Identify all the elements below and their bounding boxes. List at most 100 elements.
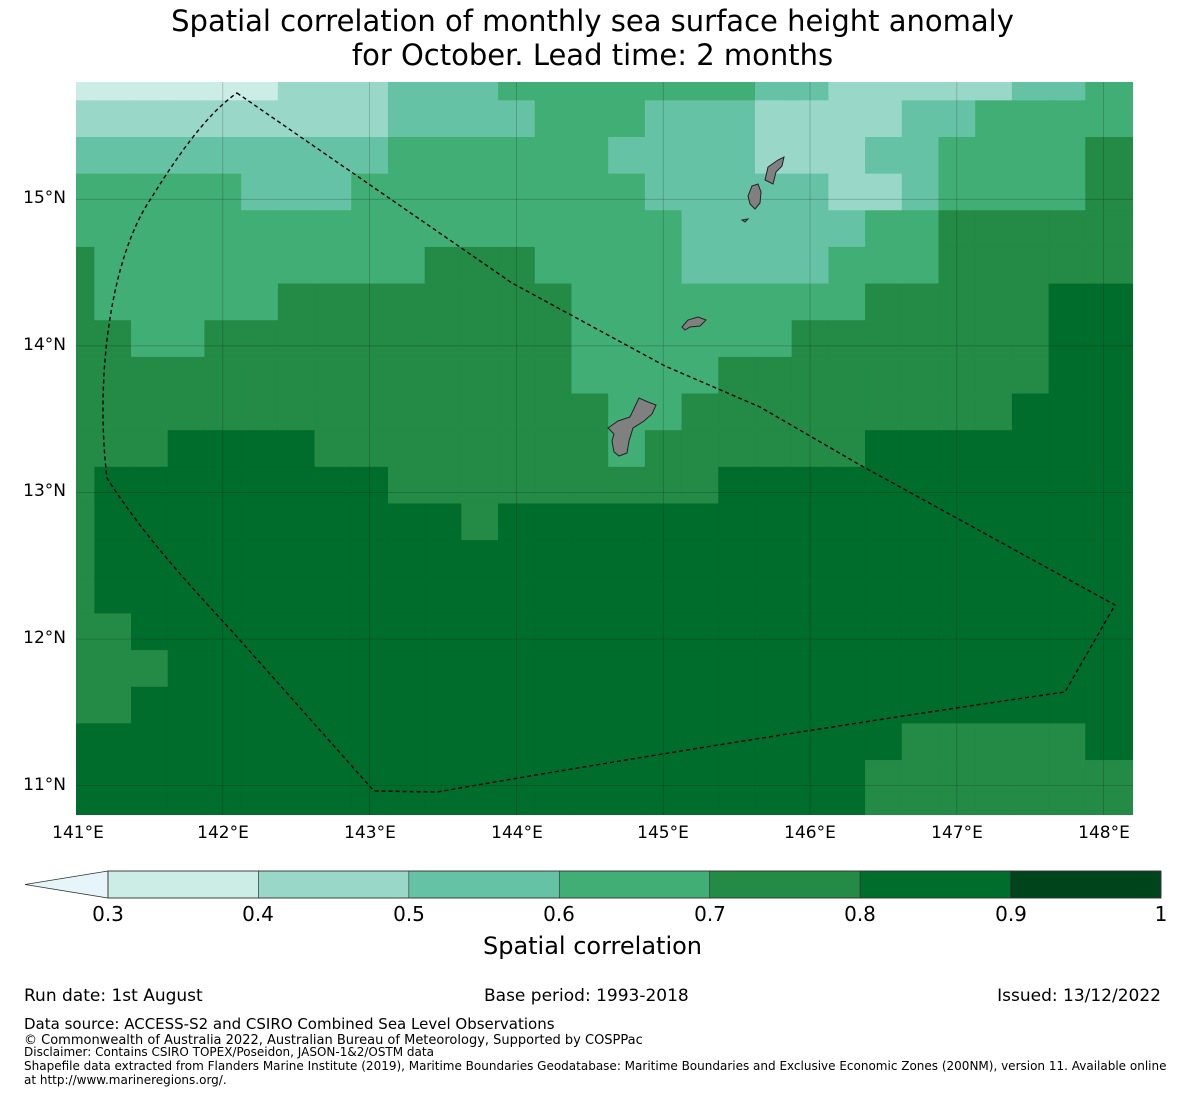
- correlation-cell: [461, 503, 499, 541]
- correlation-cell: [1048, 723, 1086, 761]
- correlation-cell: [1085, 466, 1123, 505]
- correlation-cell: [314, 430, 352, 468]
- correlation-cell: [828, 503, 866, 541]
- correlation-cell: [975, 136, 1013, 175]
- correlation-cell: [608, 82, 646, 101]
- correlation-cell: [1085, 613, 1123, 651]
- correlation-cell: [167, 796, 206, 815]
- correlation-cell: [424, 356, 462, 395]
- colorbar-tick: 0.8: [844, 902, 876, 926]
- correlation-cell: [76, 356, 95, 395]
- correlation-cell: [901, 650, 940, 688]
- correlation-cell: [901, 100, 940, 138]
- correlation-cell: [277, 356, 316, 395]
- correlation-cell: [975, 466, 1013, 505]
- correlation-cell: [498, 576, 536, 615]
- colorbar-swatch: [408, 870, 560, 899]
- correlation-cell: [754, 356, 793, 395]
- correlation-cell: [534, 246, 573, 285]
- correlation-cell: [131, 136, 169, 175]
- correlation-cell: [534, 82, 573, 101]
- correlation-cell: [498, 393, 536, 431]
- correlation-cell: [754, 576, 793, 615]
- correlation-cell: [94, 503, 132, 541]
- correlation-cell: [975, 246, 1013, 285]
- correlation-cell: [1085, 210, 1123, 248]
- correlation-cell: [644, 173, 683, 211]
- correlation-cell: [498, 540, 536, 578]
- correlation-cell: [791, 466, 829, 505]
- lon-label: 142°E: [197, 823, 249, 843]
- correlation-cell: [167, 283, 206, 321]
- correlation-cell: [534, 136, 573, 175]
- colorbar-swatch: [709, 870, 861, 899]
- colorbar-frame: [107, 870, 1162, 899]
- correlation-cell: [791, 760, 829, 798]
- correlation-cell: [461, 210, 499, 248]
- correlation-cell: [498, 173, 536, 211]
- correlation-cell: [424, 760, 462, 798]
- correlation-cell: [901, 613, 940, 651]
- correlation-cell: [76, 540, 95, 578]
- correlation-cell: [901, 760, 940, 798]
- correlation-cell: [1085, 723, 1123, 761]
- colorbar-tick: 0.4: [242, 902, 274, 926]
- correlation-cell: [204, 796, 242, 815]
- correlation-cell: [277, 613, 316, 651]
- correlation-cell: [1011, 393, 1050, 431]
- correlation-cell: [131, 650, 169, 688]
- data-source: Data source: ACCESS-S2 and CSIRO Combine…: [24, 1015, 555, 1033]
- correlation-cell: [938, 100, 976, 138]
- correlation-cell: [1011, 760, 1050, 798]
- correlation-cell: [498, 210, 536, 248]
- correlation-cell: [424, 173, 462, 211]
- lon-label: 143°E: [344, 823, 396, 843]
- correlation-cell: [534, 686, 573, 724]
- correlation-cell: [571, 540, 609, 578]
- correlation-cell: [534, 466, 573, 505]
- correlation-cell: [828, 430, 866, 468]
- correlation-cell: [424, 283, 462, 321]
- correlation-cell: [277, 540, 316, 578]
- correlation-cell: [241, 503, 279, 541]
- correlation-cell: [791, 320, 829, 358]
- colorbar-swatch: [859, 870, 1011, 899]
- correlation-cell: [718, 136, 756, 175]
- correlation-cell: [608, 540, 646, 578]
- correlation-cell: [828, 320, 866, 358]
- correlation-cell: [938, 466, 976, 505]
- correlation-cell: [534, 210, 573, 248]
- correlation-cell: [167, 466, 206, 505]
- correlation-cell: [94, 686, 132, 724]
- correlation-cell: [204, 613, 242, 651]
- saipan-island: [764, 156, 785, 185]
- correlation-cell: [938, 82, 976, 101]
- correlation-cell: [534, 540, 573, 578]
- correlation-cell: [791, 686, 829, 724]
- colorbar-tick: 0.6: [543, 902, 575, 926]
- correlation-cell: [975, 356, 1013, 395]
- correlation-cell: [167, 136, 206, 175]
- correlation-cell: [94, 283, 132, 321]
- correlation-cell: [828, 82, 866, 101]
- correlation-cell: [387, 503, 426, 541]
- correlation-cell: [167, 650, 206, 688]
- correlation-cell: [76, 503, 95, 541]
- correlation-cell: [498, 320, 536, 358]
- correlation-cell: [1048, 356, 1086, 395]
- correlation-cell: [938, 503, 976, 541]
- correlation-cell: [204, 100, 242, 138]
- correlation-cell: [1085, 650, 1123, 688]
- correlation-cell: [277, 796, 316, 815]
- correlation-cell: [534, 356, 573, 395]
- correlation-cell: [277, 760, 316, 798]
- correlation-cell: [498, 100, 536, 138]
- correlation-cell: [1011, 356, 1050, 395]
- correlation-cell: [1085, 320, 1123, 358]
- correlation-cell: [1011, 430, 1050, 468]
- correlation-cell: [1011, 540, 1050, 578]
- correlation-cell: [167, 393, 206, 431]
- correlation-cell: [975, 650, 1013, 688]
- correlation-cell: [1011, 466, 1050, 505]
- correlation-cell: [608, 100, 646, 138]
